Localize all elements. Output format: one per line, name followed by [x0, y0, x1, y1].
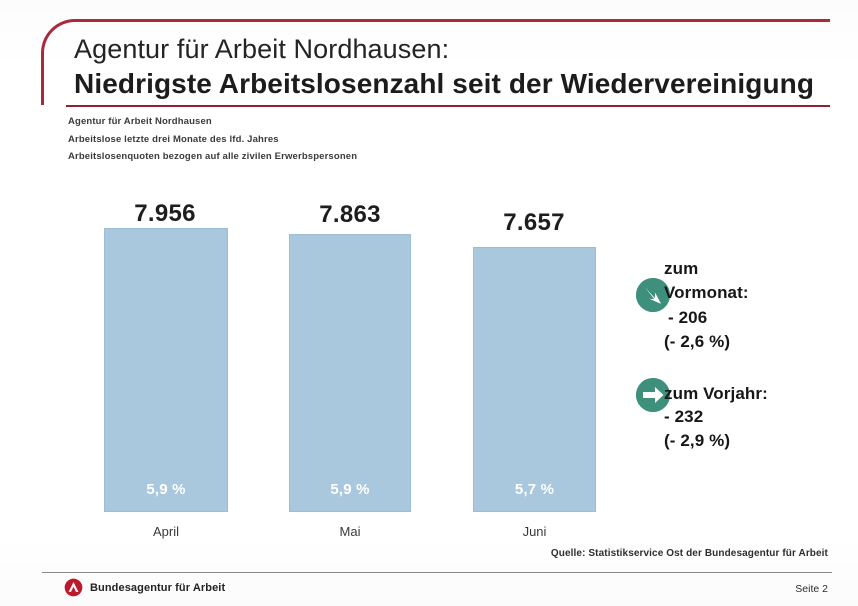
- annotation-vormonat-line3: - 206: [668, 308, 708, 327]
- bar-value-label: 7.863: [319, 201, 381, 228]
- bar-category-label: April: [152, 524, 179, 539]
- subtitle-line-2: Arbeitslose letzte drei Monate des lfd. …: [68, 133, 279, 145]
- annotation-vorjahr-line1: zum Vorjahr:: [664, 384, 768, 403]
- bar-category-label: Mai: [339, 524, 361, 539]
- frame-top-rule: [74, 19, 830, 22]
- annotation-vormonat-line2: Vormonat:: [664, 283, 749, 302]
- bar-rate-label: 5,7 %: [514, 481, 555, 498]
- brand-logo: Bundesagentur für Arbeit: [64, 578, 225, 597]
- bar-category-label: Juni: [522, 524, 547, 539]
- page-number: Seite 2: [795, 583, 828, 595]
- bar-value-label: 7.956: [134, 200, 196, 227]
- annotation-vormonat-line4: (- 2,6 %): [664, 332, 731, 351]
- page-title: Agentur für Arbeit Nordhausen: Niedrigst…: [74, 32, 834, 102]
- bar-rect: [289, 234, 411, 512]
- annotation-vorjahr-line3: (- 2,9 %): [664, 431, 731, 450]
- annotation-vormonat-line1: zum: [664, 259, 699, 278]
- footer-divider: [42, 572, 832, 573]
- annotation-vorjahr-line2: - 232: [664, 407, 704, 426]
- bar-rate-label: 5,9 %: [146, 481, 186, 498]
- source-note: Quelle: Statistikservice Ost der Bundesa…: [550, 548, 828, 559]
- page-title-line1: Agentur für Arbeit Nordhausen:: [74, 34, 450, 64]
- subtitle-line-1: Agentur für Arbeit Nordhausen: [68, 116, 212, 127]
- arrow-down-right-icon: [636, 278, 670, 312]
- bundesagentur-logo-icon: [64, 578, 83, 597]
- arrow-right-icon: [636, 378, 670, 412]
- bar-rect: [473, 247, 596, 512]
- subtitle-line-3: Arbeitslosenquoten bezogen auf alle zivi…: [68, 151, 358, 162]
- page-title-line2: Niedrigste Arbeitslosenzahl seit der Wie…: [74, 68, 815, 99]
- subtitle-block: Agentur für Arbeit Nordhausen Arbeitslos…: [68, 113, 357, 166]
- bar-value-label: 7.657: [503, 209, 565, 236]
- frame-bottom-rule: [66, 105, 830, 107]
- bar-rate-label: 5,9 %: [330, 481, 370, 498]
- bar-rect: [104, 228, 228, 512]
- brand-logo-text: Bundesagentur für Arbeit: [90, 581, 226, 594]
